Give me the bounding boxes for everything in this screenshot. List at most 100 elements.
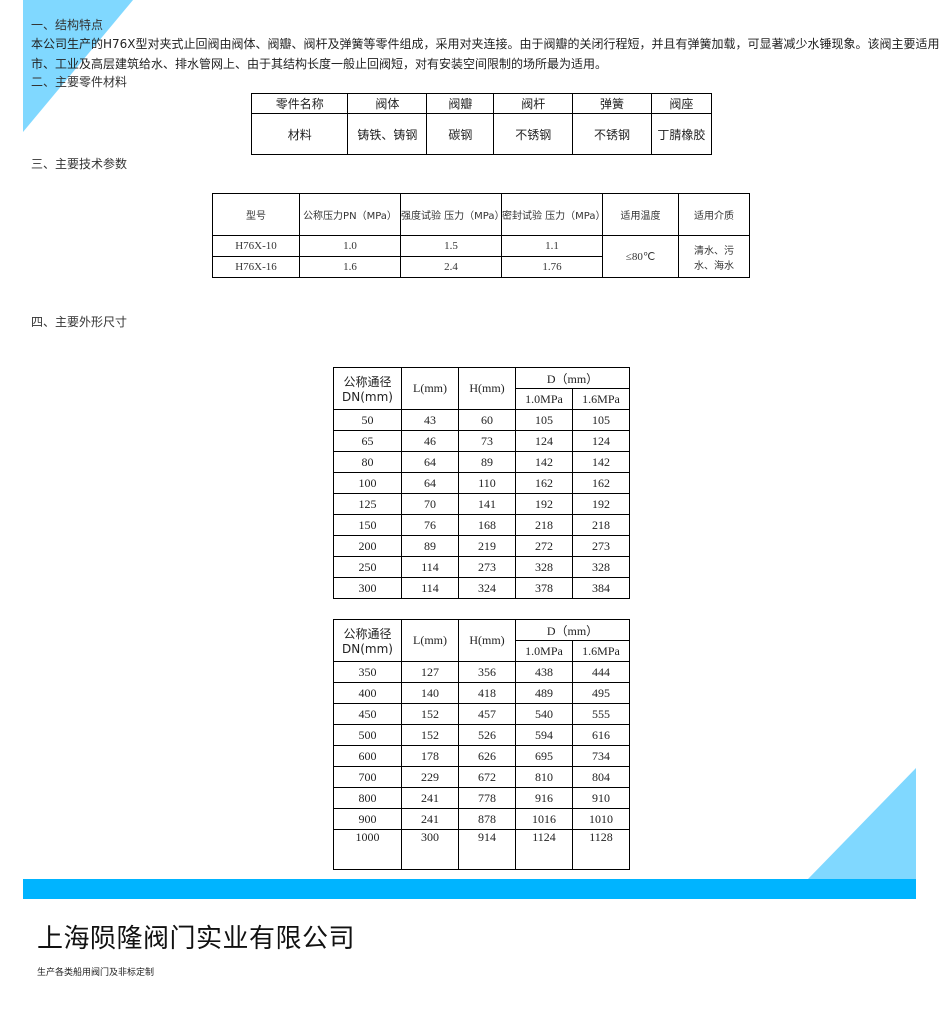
table-row: 300 114 324 378 384 (333, 577, 630, 599)
header-cell: L(mm) (401, 367, 459, 410)
cell: 200 (333, 535, 402, 557)
cell: 110 (458, 472, 516, 494)
cell: 444 (572, 661, 630, 683)
cell: 810 (515, 766, 573, 788)
intro-paragraph: 市、工业及高层建筑给水、排水管网上、由于其结构长度一般止回阀短，对有安装空间限制… (31, 57, 608, 71)
cell: 250 (333, 556, 402, 578)
cell: 273 (572, 535, 630, 557)
cell: 178 (401, 745, 459, 767)
cell: 60 (458, 409, 516, 431)
cell: 142 (572, 451, 630, 473)
cell: 76 (401, 514, 459, 536)
table-row: 100 64 110 162 162 (333, 472, 630, 494)
section-heading: 二、主要零件材料 (31, 75, 128, 89)
cell: 626 (458, 745, 516, 767)
table-row: 700 229 672 810 804 (333, 766, 630, 788)
header-cell: D（mm） (515, 367, 630, 389)
table-row: 250 114 273 328 328 (333, 556, 630, 578)
cell: 526 (458, 724, 516, 746)
company-name: 上海陨隆阀门实业有限公司 (37, 924, 356, 954)
medium-cell: 清水、污水、海水 (678, 235, 750, 278)
cell: 1.5 (400, 235, 502, 257)
cell: H76X-16 (212, 256, 300, 278)
cell: 阀座 (650, 93, 713, 114)
cell: 457 (458, 703, 516, 725)
cell: 328 (515, 556, 573, 578)
cell: 300 (401, 829, 459, 870)
cell: 219 (458, 535, 516, 557)
cell: 616 (572, 724, 630, 746)
cell: 384 (572, 577, 630, 599)
header-cell: 1.6MPa (572, 388, 630, 410)
cell: 600 (333, 745, 402, 767)
cell: 零件名称 (250, 93, 349, 114)
cell: 50 (333, 409, 402, 431)
section-heading: 三、主要技术参数 (31, 157, 128, 171)
cell: 1.1 (501, 235, 603, 257)
company-slogan: 生产各类船用阀门及非标定制 (37, 968, 155, 978)
cell: 1010 (572, 808, 630, 830)
cell: 141 (458, 493, 516, 515)
header-cell: 公称通径DN(mm) (333, 367, 402, 410)
table-row: 80 64 89 142 142 (333, 451, 630, 473)
dimensions-table: 公称通径DN(mm) L(mm) H(mm) D（mm） 1.0MPa 1.6MP… (333, 367, 630, 599)
cell: 124 (572, 430, 630, 452)
cell: 105 (572, 409, 630, 431)
cell: 800 (333, 787, 402, 809)
cell: 778 (458, 787, 516, 809)
cell: 140 (401, 682, 459, 704)
cell: 418 (458, 682, 516, 704)
table-row: 800 241 778 916 910 (333, 787, 630, 809)
cell: 124 (515, 430, 573, 452)
header-cell: H(mm) (458, 367, 516, 410)
cell: 700 (333, 766, 402, 788)
cell: 229 (401, 766, 459, 788)
table-row: 500 152 526 594 616 (333, 724, 630, 746)
cell: 695 (515, 745, 573, 767)
section-heading: 一、结构特点 (31, 18, 104, 32)
cell: 丁腈橡胶 (650, 113, 713, 155)
materials-table: 零件名称 阀体 阀瓣 阀杆 弹簧 阀座 材料 铸铁、铸钢 碳钢 不锈钢 不锈钢 丁腈橡胶 (250, 93, 713, 155)
header-cell: 适用介质 (678, 193, 750, 236)
table-row: 350 127 356 438 444 (333, 661, 630, 683)
cell: 273 (458, 556, 516, 578)
cell: 910 (572, 787, 630, 809)
header-cell: 公称压力PN（MPa） (299, 193, 401, 236)
corner-decoration (808, 768, 916, 879)
cell: 1.76 (501, 256, 603, 278)
footer-bar (23, 879, 916, 899)
cell: 150 (333, 514, 402, 536)
cell: 65 (333, 430, 402, 452)
cell: 500 (333, 724, 402, 746)
table-row: 200 89 219 272 273 (333, 535, 630, 557)
header-cell: 1.0MPa (515, 640, 573, 662)
cell: 不锈钢 (493, 113, 574, 155)
cell: 89 (458, 451, 516, 473)
cell: 不锈钢 (572, 113, 652, 155)
table-row: 600 178 626 695 734 (333, 745, 630, 767)
cell: 127 (401, 661, 459, 683)
header-cell: 强度试验 压力（MPa） (400, 193, 505, 236)
header-cell: 密封试验 压力（MPa） (501, 193, 606, 236)
cell: 400 (333, 682, 402, 704)
header-cell: 1.6MPa (572, 640, 630, 662)
cell: 125 (333, 493, 402, 515)
header-cell: H(mm) (458, 619, 516, 662)
table-row: 150 76 168 218 218 (333, 514, 630, 536)
cell: 450 (333, 703, 402, 725)
cell: 89 (401, 535, 459, 557)
cell: 900 (333, 808, 402, 830)
cell: 162 (515, 472, 573, 494)
cell: 73 (458, 430, 516, 452)
cell: 540 (515, 703, 573, 725)
cell: 1.0 (299, 235, 401, 257)
cell: 阀瓣 (426, 93, 495, 114)
cell: 1128 (572, 829, 630, 870)
cell: 328 (572, 556, 630, 578)
cell: 672 (458, 766, 516, 788)
cell: 378 (515, 577, 573, 599)
cell: 105 (515, 409, 573, 431)
cell: 495 (572, 682, 630, 704)
cell: 阀体 (347, 93, 428, 114)
header-cell: 适用温度 (602, 193, 679, 236)
